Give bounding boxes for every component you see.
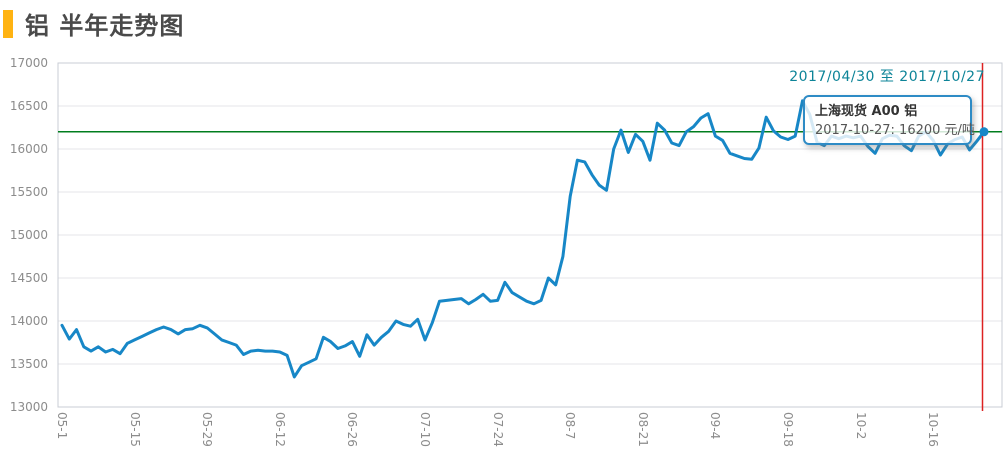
x-tick-label: 06-12	[272, 412, 287, 447]
plot-border	[57, 62, 1003, 408]
x-tick-label: 05-29	[200, 412, 215, 447]
page-header: 铝 半年走势图	[0, 6, 184, 41]
x-tick-label: 08-7	[563, 412, 578, 440]
y-tick-label: 13500	[9, 357, 48, 371]
x-tick-label: 09-4	[708, 412, 723, 440]
tooltip-value: 2017-10-27: 16200 元/吨	[815, 123, 975, 138]
x-tick-label: 05-1	[55, 412, 69, 440]
x-tick-label: 10-16	[926, 412, 941, 447]
x-tick-label: 10-2	[853, 412, 868, 440]
date-range-label: 2017/04/30 至 2017/10/27	[789, 69, 985, 85]
y-tick-label: 17000	[9, 56, 48, 70]
x-tick-label: 07-24	[490, 412, 505, 447]
x-tick-label: 05-15	[127, 412, 142, 447]
x-tick-label: 08-21	[635, 412, 650, 447]
endpoint-marker	[979, 127, 989, 137]
y-tick-label: 13000	[9, 400, 48, 414]
x-tick-label: 09-18	[780, 412, 795, 447]
y-tick-label: 15500	[9, 185, 48, 199]
y-tick-label: 15000	[9, 228, 48, 242]
y-tick-label: 16000	[9, 142, 48, 156]
title-accent-bar	[3, 9, 13, 38]
y-tick-label: 14500	[9, 271, 48, 285]
tooltip: 上海现货 A00 铝 2017-10-27: 16200 元/吨	[803, 95, 975, 145]
y-tick-label: 14000	[9, 314, 48, 328]
page-title: 铝 半年走势图	[25, 12, 185, 40]
y-tick-label: 16500	[9, 99, 48, 113]
x-tick-label: 06-26	[345, 412, 360, 447]
tooltip-series-name: 上海现货 A00 铝	[815, 104, 918, 119]
x-tick-label: 07-10	[417, 412, 432, 447]
